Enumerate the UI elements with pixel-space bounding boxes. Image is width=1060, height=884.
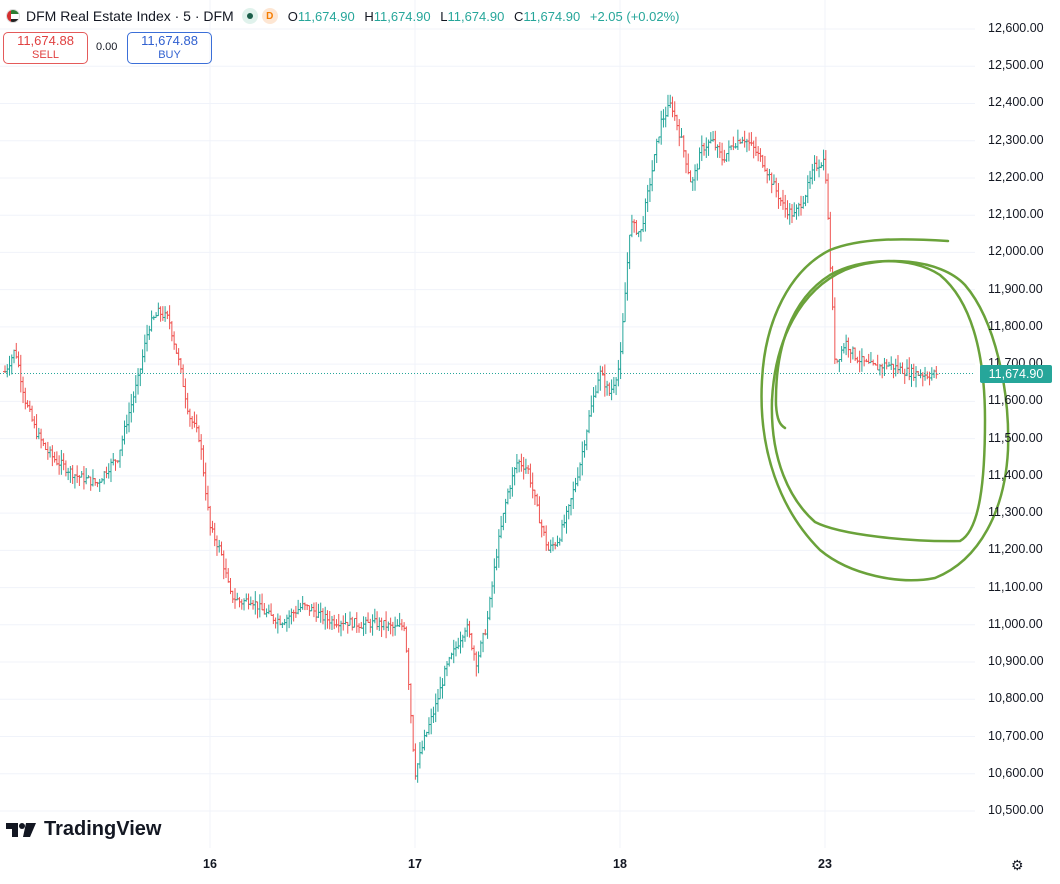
y-tick-label: 11,300.00 — [988, 505, 1043, 520]
candlestick-series — [3, 94, 939, 783]
symbol-title[interactable]: DFM Real Estate Index · 5 · DFM — [26, 8, 234, 24]
tradingview-logo[interactable]: TradingView — [6, 818, 161, 841]
y-tick-label: 11,600.00 — [988, 393, 1043, 408]
y-tick-label: 10,500.00 — [988, 803, 1044, 817]
y-tick-label: 11,900.00 — [988, 281, 1043, 296]
y-tick-label: 10,700.00 — [988, 728, 1044, 743]
ohlc-readout: O11,674.90 H11,674.90 L11,674.90 C11,674… — [287, 8, 680, 24]
y-tick-label: 10,800.00 — [988, 691, 1044, 706]
logo-text: TradingView — [44, 818, 162, 840]
market-status-icon[interactable] — [241, 8, 258, 24]
x-tick-label: 18 — [613, 857, 627, 871]
y-tick-label: 12,100.00 — [988, 207, 1044, 222]
y-tick-label: 12,400.00 — [988, 95, 1044, 110]
y-tick-label: 12,000.00 — [988, 244, 1044, 259]
sell-label: SELL — [32, 49, 59, 61]
price-change: +2.05 (+0.02%) — [589, 8, 680, 24]
current-price-tag: 11,674.90 — [980, 365, 1052, 383]
y-tick-label: 10,900.00 — [988, 654, 1044, 669]
settings-gear-icon[interactable]: ⚙ — [1011, 857, 1024, 873]
tradingview-logo-icon — [6, 822, 36, 837]
annotation-circle — [760, 238, 1010, 582]
x-tick-label: 17 — [408, 857, 422, 871]
y-tick-label: 10,600.00 — [988, 765, 1044, 780]
spread-value: 0.00 — [96, 41, 118, 53]
y-tick-label: 12,200.00 — [988, 169, 1044, 184]
buy-label: BUY — [158, 49, 181, 61]
y-tick-label: 11,500.00 — [988, 430, 1043, 445]
y-tick-label: 11,200.00 — [988, 542, 1043, 557]
y-tick-label: 11,400.00 — [988, 467, 1043, 482]
y-tick-label: 12,300.00 — [988, 132, 1044, 147]
sell-button[interactable]: 11,674.88 SELL — [3, 32, 88, 64]
x-tick-label: 23 — [818, 857, 832, 871]
sell-price: 11,674.88 — [17, 33, 74, 48]
y-tick-label: 11,100.00 — [988, 579, 1043, 594]
y-tick-label: 12,500.00 — [988, 58, 1044, 73]
delayed-data-badge[interactable]: D — [261, 8, 278, 24]
buy-button[interactable]: 11,674.88 BUY — [127, 32, 212, 64]
chart-grid — [0, 0, 975, 848]
uae-flag-icon — [6, 9, 20, 23]
buy-price: 11,674.88 — [141, 33, 198, 48]
x-tick-label: 16 — [203, 857, 217, 871]
y-tick-label: 11,000.00 — [988, 616, 1043, 631]
chart-header: DFM Real Estate Index · 5 · DFM D O11,67… — [6, 6, 685, 26]
y-tick-label: 12,600.00 — [988, 21, 1044, 35]
y-tick-label: 11,800.00 — [988, 318, 1043, 333]
